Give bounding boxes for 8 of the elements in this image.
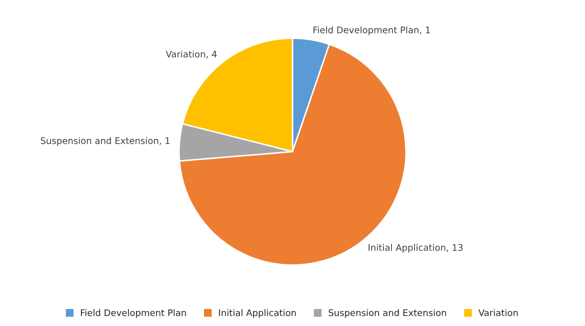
data-label: Variation, 4 xyxy=(166,50,217,58)
data-label: Field Development Plan, 1 xyxy=(314,26,430,36)
data-label: Initial Application, 13 xyxy=(368,244,463,253)
legend-label: Field Development Plan xyxy=(80,309,186,318)
legend-label: Variation xyxy=(478,309,518,316)
legend-label: Suspension and Extension xyxy=(328,309,446,318)
data-label: Suspension and Extension, 1 xyxy=(40,137,170,146)
legend-label: Initial Application xyxy=(219,309,296,318)
